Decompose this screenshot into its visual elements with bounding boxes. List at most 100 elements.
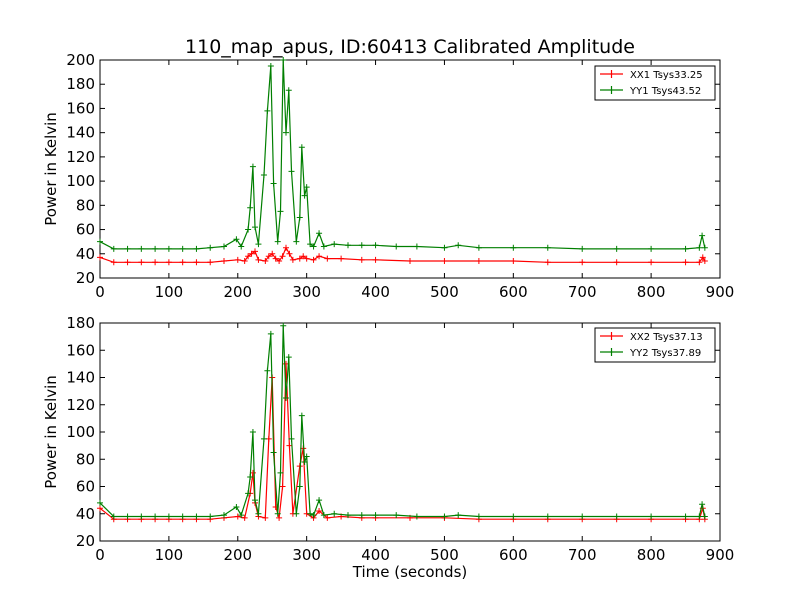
bottom-y-ticks: 20 40 60 80 100 120 140 160 180 xyxy=(66,314,720,550)
top-x-tick-label: 400 xyxy=(361,283,390,301)
top-series-0-point xyxy=(124,259,131,266)
top-series-1-point xyxy=(267,63,274,70)
bottom-x-tick-label: 400 xyxy=(361,546,390,564)
top-series-1-point xyxy=(510,244,517,251)
top-x-tick-label: 700 xyxy=(568,283,597,301)
top-series-1-point xyxy=(193,245,200,252)
top-series-1-point xyxy=(138,245,145,252)
bottom-series-1-point xyxy=(475,513,482,520)
top-series-1-point xyxy=(699,232,706,239)
top-series-0-point xyxy=(648,259,655,266)
bottom-x-axis-label: Time (seconds) xyxy=(352,563,468,581)
bottom-series-1-point xyxy=(97,499,103,506)
top-series-0-point xyxy=(310,256,317,263)
bottom-series-1-point xyxy=(260,435,267,442)
bottom-series-1-point xyxy=(233,503,240,510)
top-series-0-point xyxy=(407,258,413,265)
top-legend-box xyxy=(594,65,716,101)
top-series-0-point xyxy=(286,250,293,257)
bottom-x-ticks: 0 100 200 300 400 500 600 700 800 900 xyxy=(95,323,734,564)
top-series-1-point xyxy=(245,226,252,233)
bottom-series-0-point xyxy=(279,483,286,490)
top-y-tick-label: 120 xyxy=(66,148,95,166)
top-series-0-point xyxy=(283,244,289,251)
top-series-1-point xyxy=(393,243,400,250)
top-series-1-point xyxy=(301,192,308,199)
bottom-y-tick-label: 140 xyxy=(66,369,95,387)
bottom-x-tick-label: 300 xyxy=(292,546,321,564)
bottom-x-tick-label: 500 xyxy=(430,546,459,564)
top-series-1-point xyxy=(280,57,287,63)
top-series-1-point xyxy=(285,87,292,94)
bottom-series-1-point xyxy=(316,497,323,504)
top-series-1-point xyxy=(682,245,689,252)
top-series-layer xyxy=(97,57,708,266)
top-series-0-point xyxy=(252,248,258,255)
bottom-y-tick-label: 100 xyxy=(66,423,95,441)
top-series-1-point xyxy=(233,236,240,243)
top-series-1-point xyxy=(544,244,551,251)
bottom-series-0-point xyxy=(276,514,283,521)
top-y-axis-label: Power in Kelvin xyxy=(42,112,60,226)
top-series-1-point xyxy=(696,244,703,251)
top-series-0-point xyxy=(269,250,276,257)
top-series-0-point xyxy=(701,258,708,265)
top-series-1-point xyxy=(260,172,267,179)
top-y-tick-label: 140 xyxy=(66,124,95,142)
bottom-series-1-point xyxy=(331,510,338,517)
bottom-x-tick-label: 600 xyxy=(499,546,528,564)
top-series-1-point xyxy=(124,245,131,252)
top-series-1-point xyxy=(293,238,300,245)
top-series-1-point xyxy=(613,245,620,252)
bottom-series-1-point xyxy=(274,510,281,517)
bottom-x-tick-label: 100 xyxy=(155,546,184,564)
top-series-1-point xyxy=(97,238,103,245)
bottom-series-1-point xyxy=(293,510,300,517)
bottom-series-1-point xyxy=(510,513,517,520)
bottom-series-1-point xyxy=(245,490,252,497)
bottom-series-0-point xyxy=(262,514,269,521)
top-series-1-point xyxy=(283,129,289,136)
bottom-series-1-point xyxy=(124,513,131,520)
bottom-series-0-point xyxy=(97,505,103,512)
top-x-tick-label: 600 xyxy=(499,283,528,301)
bottom-series-1-point xyxy=(296,483,303,490)
bottom-series-1-point xyxy=(544,513,551,520)
top-series-0-point xyxy=(207,259,214,266)
top-series-0-point xyxy=(241,258,248,265)
top-y-tick-label: 80 xyxy=(76,196,95,214)
top-series-1-point xyxy=(296,214,303,221)
top-series-0-point xyxy=(696,259,703,266)
bottom-series-1-point xyxy=(249,429,256,435)
top-series-1-point xyxy=(179,245,186,252)
top-series-1-point xyxy=(274,238,281,245)
top-series-1-point xyxy=(207,244,214,251)
top-series-0-point xyxy=(138,259,145,266)
top-series-1-point xyxy=(358,242,365,249)
bottom-x-tick-label: 900 xyxy=(706,546,735,564)
top-series-1-point xyxy=(345,242,351,249)
top-series-0-point xyxy=(245,253,252,260)
top-series-0-point xyxy=(296,255,303,262)
top-series-1-point xyxy=(331,241,338,248)
top-series-0-point xyxy=(338,255,345,262)
top-series-0-point xyxy=(279,253,286,260)
top-series-1-point xyxy=(110,245,117,252)
bottom-series-1-point xyxy=(252,497,258,504)
top-series-1-point xyxy=(701,244,708,251)
top-series-1-point xyxy=(413,243,420,250)
top-legend: XX1 Tsys33.25 YY1 Tsys43.52 xyxy=(594,65,716,101)
bottom-series-1-point xyxy=(393,512,400,519)
bottom-y-tick-label: 160 xyxy=(66,341,95,359)
top-x-tick-label: 900 xyxy=(706,283,735,301)
bottom-series-1-point xyxy=(285,354,292,361)
top-series-0-point xyxy=(179,259,186,266)
bottom-series-0-point xyxy=(234,513,241,520)
bottom-series-1-point xyxy=(303,453,310,460)
top-y-tick-label: 100 xyxy=(66,172,95,190)
bottom-series-1-point xyxy=(270,449,277,456)
bottom-series-1-point xyxy=(648,513,655,520)
bottom-series-1-point xyxy=(247,473,254,480)
top-series-0-point xyxy=(165,259,172,266)
